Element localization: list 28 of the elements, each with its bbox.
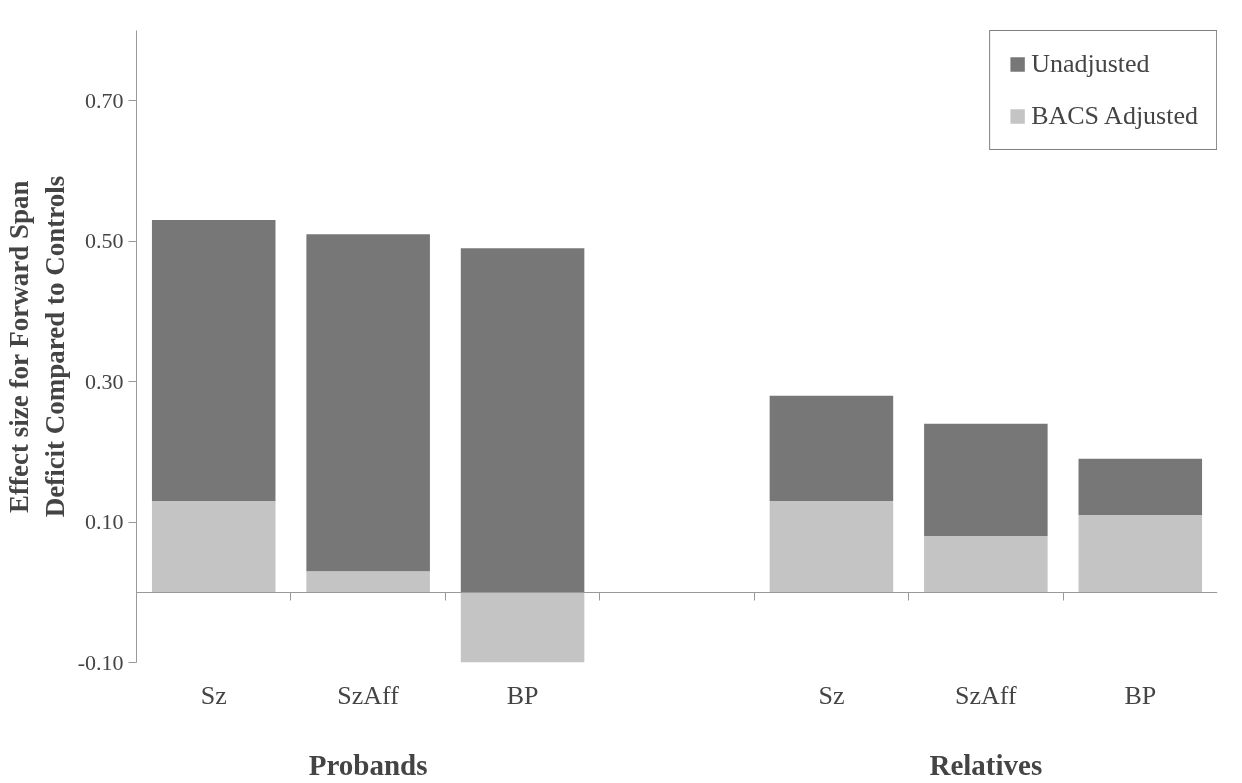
bar bbox=[769, 500, 894, 593]
x-tick-label: BP bbox=[506, 680, 539, 710]
bar bbox=[306, 571, 430, 593]
bar bbox=[1078, 458, 1203, 516]
bar bbox=[924, 423, 1048, 537]
y-tick-label: 0.70 bbox=[85, 87, 124, 113]
bar bbox=[460, 248, 585, 593]
x-tick-label: Sz bbox=[200, 680, 227, 710]
x-tick-label: BP bbox=[1124, 680, 1157, 710]
y-tick-label: -0.10 bbox=[77, 649, 124, 675]
y-tick-label: 0.50 bbox=[85, 228, 124, 254]
y-tick-label: 0.10 bbox=[85, 509, 124, 535]
text: Relatives bbox=[929, 748, 1043, 781]
legend-label: BACS Adjusted bbox=[1031, 101, 1198, 131]
bar bbox=[1078, 515, 1203, 593]
bar bbox=[460, 592, 585, 663]
bar bbox=[151, 500, 276, 593]
bar bbox=[769, 395, 894, 501]
bar bbox=[306, 234, 430, 572]
x-tick-label: SzAff bbox=[955, 680, 1018, 710]
bar bbox=[924, 536, 1048, 593]
x-tick-label: SzAff bbox=[337, 680, 400, 710]
y-tick-label: 0.30 bbox=[85, 368, 124, 394]
y-axis-title: Effect size for Forward Span Deficit Compared to Controls bbox=[3, 175, 70, 518]
bar bbox=[151, 220, 276, 501]
x-tick-label: Sz bbox=[818, 680, 845, 710]
legend-label: Unadjusted bbox=[1031, 49, 1150, 79]
text: Probands bbox=[308, 748, 428, 781]
